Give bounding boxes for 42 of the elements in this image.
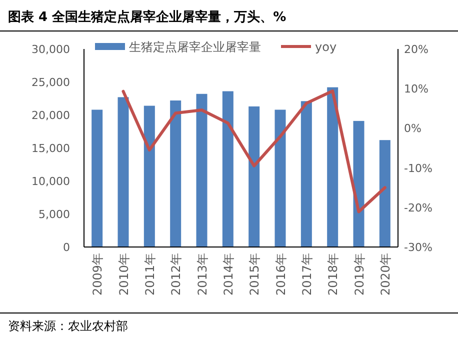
- x-tick-label: 2016年: [274, 253, 288, 296]
- y-tick-label: 15,000: [32, 142, 70, 155]
- bar: [118, 97, 129, 247]
- x-tick-label: 2012年: [169, 253, 184, 296]
- x-tick-label: 2015年: [248, 253, 262, 296]
- bar: [144, 106, 155, 247]
- y2-tick-label: 20%: [404, 43, 428, 56]
- y2-tick-label: 0%: [404, 122, 422, 136]
- x-tick-label: 2018年: [326, 253, 340, 296]
- text: 资料来源：农业农村部: [8, 319, 128, 333]
- bar: [353, 120, 364, 247]
- x-tick-label: 2020年: [378, 253, 392, 296]
- y-tick-label: 30,000: [32, 43, 70, 56]
- bar: [170, 100, 182, 247]
- y-tick-label: 10,000: [32, 175, 70, 188]
- legend-label: yoy: [315, 40, 337, 54]
- y-tick-label: 25,000: [32, 76, 70, 89]
- bar: [274, 110, 286, 247]
- y2-tick-label: -10%: [404, 162, 432, 175]
- bar: [379, 140, 390, 247]
- y-tick-label: 0: [63, 241, 70, 254]
- x-tick-label: 2014年: [221, 253, 236, 296]
- line-series: [122, 89, 386, 214]
- y2-tick-label: -30%: [404, 241, 432, 254]
- bar: [248, 106, 260, 247]
- y2-tick-label: -20%: [404, 201, 432, 214]
- y-tick-label: 5,000: [38, 208, 70, 221]
- y2-tick-label: 10%: [404, 82, 428, 96]
- y-tick-label: 20,000: [32, 109, 70, 122]
- x-tick-label: 2010年: [116, 253, 131, 296]
- bar: [92, 110, 103, 247]
- legend-label: 生猪定点屠宰企业屠宰量: [129, 40, 261, 54]
- bar: [327, 87, 338, 247]
- x-tick-label: 2017年: [300, 253, 314, 296]
- x-tick-label: 2011年: [142, 253, 157, 296]
- chart-title: 图表 4 全国生猪定点屠宰企业屠宰量，万头、%: [8, 9, 286, 25]
- bar: [300, 101, 312, 247]
- bar: [222, 91, 234, 247]
- x-tick-label: 2009年: [90, 253, 105, 296]
- x-tick-label: 2019年: [352, 253, 366, 296]
- bar: [196, 94, 208, 247]
- x-tick-label: 2013年: [195, 253, 210, 296]
